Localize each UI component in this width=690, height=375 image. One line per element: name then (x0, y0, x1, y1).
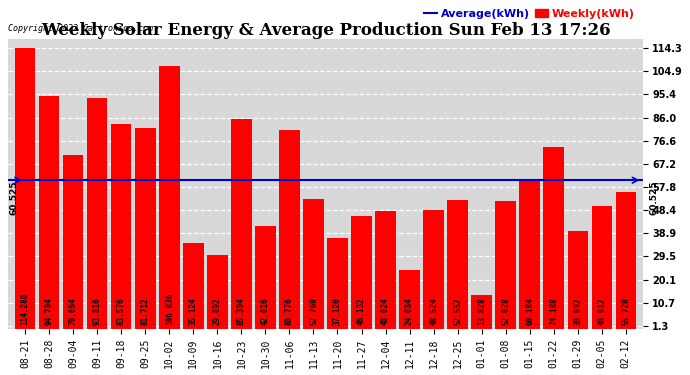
Bar (87, 98, 108, 329)
Text: 46.132: 46.132 (357, 297, 366, 325)
Text: 60.525: 60.525 (10, 180, 19, 215)
Bar (495, 201, 516, 329)
Bar (591, 206, 612, 329)
Text: Copyright 2022 Cartronics.com: Copyright 2022 Cartronics.com (8, 24, 153, 33)
Text: 37.120: 37.120 (333, 297, 342, 325)
Text: 70.664: 70.664 (69, 297, 78, 325)
Bar (135, 128, 155, 329)
Bar (183, 243, 204, 329)
Text: 80.776: 80.776 (285, 297, 294, 325)
Bar (39, 96, 59, 329)
Text: 29.892: 29.892 (213, 297, 222, 325)
Text: 52.028: 52.028 (501, 297, 510, 325)
Text: 60.525: 60.525 (649, 180, 658, 215)
Bar (304, 199, 324, 329)
Text: 24.084: 24.084 (405, 297, 414, 325)
Bar (375, 211, 396, 329)
Bar (520, 181, 540, 329)
Text: 49.912: 49.912 (598, 297, 607, 325)
Text: 85.304: 85.304 (237, 297, 246, 325)
Bar (544, 147, 564, 329)
Text: 93.816: 93.816 (92, 297, 101, 325)
Text: 52.760: 52.760 (309, 297, 318, 325)
Bar (231, 119, 252, 329)
Bar (63, 155, 83, 329)
Bar (15, 48, 35, 329)
Legend: Average(kWh), Weekly(kWh): Average(kWh), Weekly(kWh) (422, 7, 637, 21)
Bar (111, 123, 132, 329)
Text: 39.992: 39.992 (573, 297, 582, 325)
Bar (159, 66, 179, 329)
Bar (447, 200, 468, 329)
Text: 42.016: 42.016 (261, 297, 270, 325)
Text: 13.828: 13.828 (477, 297, 486, 325)
Bar (255, 226, 275, 329)
Title: Weekly Solar Energy & Average Production Sun Feb 13 17:26: Weekly Solar Energy & Average Production… (41, 22, 610, 39)
Bar (400, 270, 420, 329)
Text: 106.836: 106.836 (165, 293, 174, 325)
Text: 83.576: 83.576 (117, 297, 126, 325)
Text: 94.704: 94.704 (45, 297, 54, 325)
Bar (424, 210, 444, 329)
Bar (615, 192, 636, 329)
Text: 60.184: 60.184 (525, 297, 534, 325)
Text: 55.720: 55.720 (621, 297, 630, 325)
Text: 48.024: 48.024 (381, 297, 390, 325)
Bar (567, 231, 588, 329)
Text: 52.552: 52.552 (453, 297, 462, 325)
Bar (471, 295, 492, 329)
Text: 81.712: 81.712 (141, 297, 150, 325)
Text: 114.280: 114.280 (21, 293, 30, 325)
Bar (327, 238, 348, 329)
Bar (207, 255, 228, 329)
Text: 74.188: 74.188 (549, 297, 558, 325)
Bar (351, 216, 372, 329)
Bar (279, 130, 299, 329)
Text: 48.524: 48.524 (429, 297, 438, 325)
Text: 35.124: 35.124 (189, 297, 198, 325)
